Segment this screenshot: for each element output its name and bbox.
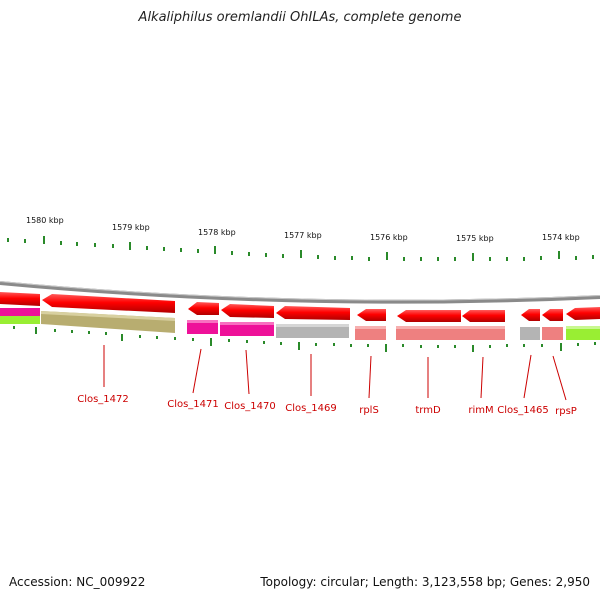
map-title: Alkaliphilus oremlandii OhILAs, complete…: [138, 10, 462, 25]
gene-label[interactable]: Clos_1465: [497, 405, 549, 416]
category-block: [396, 326, 505, 340]
gene-label[interactable]: Clos_1472: [77, 394, 129, 405]
topology-text: Topology: circular; Length: 3,123,558 bp…: [260, 575, 590, 589]
label-leaders: [103, 345, 567, 401]
kbp-label-1576: 1576 kbp: [370, 233, 408, 242]
gene-labels: Clos_1472 Clos_1471 Clos_1470 Clos_1469 …: [77, 394, 577, 417]
gene-arrow[interactable]: [462, 310, 505, 322]
gene-label[interactable]: Clos_1471: [167, 399, 219, 410]
kbp-label-1580: 1580 kbp: [26, 216, 64, 225]
major-ticks: [43, 236, 560, 261]
category-block: [220, 322, 274, 336]
scale-ruler: 1580 kbp 1579 kbp 1578 kbp 1577 kbp 1576…: [7, 216, 594, 261]
gene-label[interactable]: Clos_1470: [224, 401, 276, 412]
inner-ticks: [13, 326, 596, 352]
gene-arrow[interactable]: [221, 304, 274, 318]
category-block: [520, 327, 540, 340]
category-block: [542, 327, 563, 340]
kbp-label-1577: 1577 kbp: [284, 231, 322, 240]
gene-arrow[interactable]: [566, 307, 600, 320]
kbp-label-1579: 1579 kbp: [112, 223, 150, 232]
category-block: [276, 324, 349, 338]
category-block: [355, 326, 386, 340]
gene-arrow[interactable]: [397, 310, 461, 322]
category-blocks: [0, 308, 600, 340]
backbone-arc: [0, 281, 600, 304]
kbp-label-1575: 1575 kbp: [456, 234, 494, 243]
gene-arrow[interactable]: [42, 294, 175, 313]
gene-label[interactable]: Clos_1469: [285, 403, 337, 414]
gene-arrow[interactable]: [357, 309, 386, 321]
category-block: [0, 308, 40, 316]
gene-arrow[interactable]: [542, 309, 563, 321]
minor-ticks: [7, 238, 594, 261]
gene-label[interactable]: trmD: [415, 405, 441, 416]
gene-label[interactable]: rimM: [468, 405, 493, 416]
category-block: [0, 316, 40, 324]
gene-label[interactable]: rpsP: [555, 406, 577, 417]
gene-arrow[interactable]: [188, 302, 219, 315]
category-block: [566, 326, 600, 340]
gene-arrow[interactable]: [276, 306, 350, 320]
gene-label[interactable]: rplS: [359, 405, 379, 416]
gene-arrow[interactable]: [0, 292, 40, 306]
category-block: [187, 320, 218, 334]
gene-arrow[interactable]: [521, 309, 540, 321]
gene-arrows: [0, 292, 600, 322]
accession-text: Accession: NC_009922: [9, 575, 146, 589]
kbp-label-1578: 1578 kbp: [198, 228, 236, 237]
kbp-label-1574: 1574 kbp: [542, 233, 580, 242]
